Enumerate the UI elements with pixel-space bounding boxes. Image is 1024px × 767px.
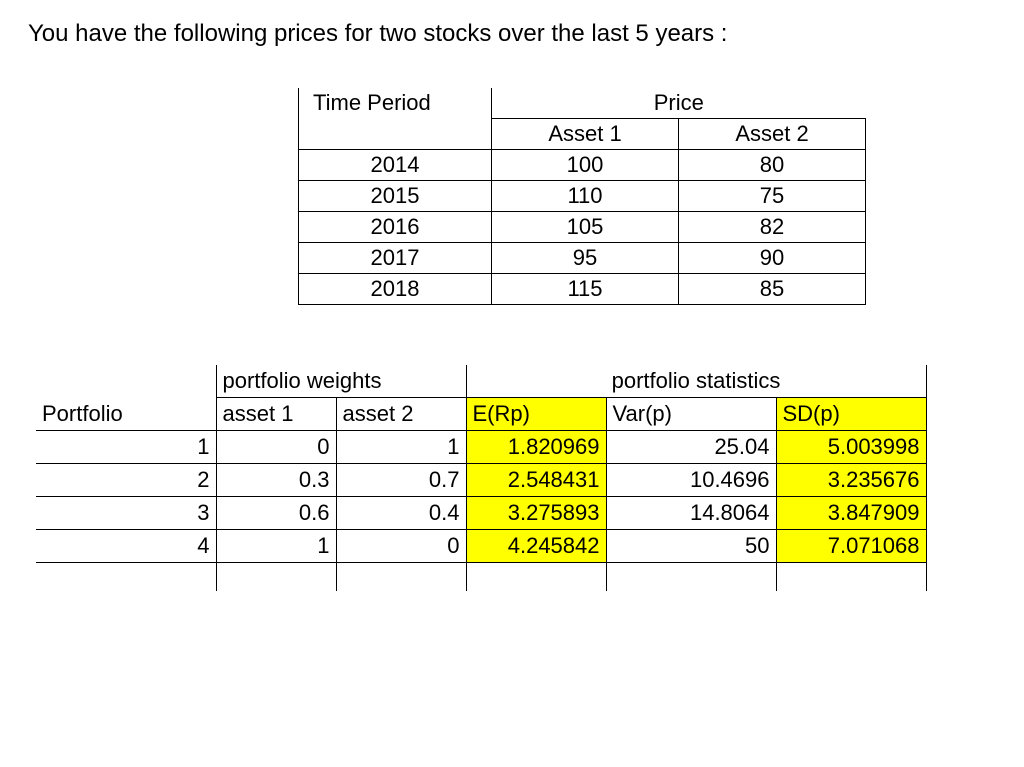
portfolio-cell-id: 2 <box>36 464 216 497</box>
blank-cell <box>216 563 336 591</box>
table-row: 2 0.3 0.7 2.548431 10.4696 3.235676 <box>36 464 926 497</box>
price-cell-period: 2014 <box>299 150 492 181</box>
blank-cell <box>336 563 466 591</box>
blank-cell <box>776 563 926 591</box>
price-cell-period: 2017 <box>299 243 492 274</box>
blank-cell <box>36 563 216 591</box>
price-header-time-period: Time Period <box>299 88 492 150</box>
price-header-asset1: Asset 1 <box>492 119 679 150</box>
price-table-wrapper: Time Period Price Asset 1 Asset 2 2014 1… <box>298 88 996 305</box>
price-cell-period: 2015 <box>299 181 492 212</box>
portfolio-header-erp: E(Rp) <box>466 398 606 431</box>
portfolio-header-portfolio: Portfolio <box>36 398 216 431</box>
portfolio-cell-id: 3 <box>36 497 216 530</box>
blank-cell <box>36 365 216 398</box>
portfolio-cell-var: 25.04 <box>606 431 776 464</box>
portfolio-header-var: Var(p) <box>606 398 776 431</box>
portfolio-table-wrapper: portfolio weights portfolio statistics P… <box>36 365 996 591</box>
portfolio-cell-erp: 3.275893 <box>466 497 606 530</box>
portfolio-cell-var: 10.4696 <box>606 464 776 497</box>
portfolio-table: portfolio weights portfolio statistics P… <box>36 365 927 591</box>
price-cell-asset1: 115 <box>492 274 679 305</box>
price-cell-asset2: 75 <box>679 181 866 212</box>
table-row: 2017 95 90 <box>299 243 866 274</box>
portfolio-header-sd: SD(p) <box>776 398 926 431</box>
table-row: 4 1 0 4.245842 50 7.071068 <box>36 530 926 563</box>
table-row: 3 0.6 0.4 3.275893 14.8064 3.847909 <box>36 497 926 530</box>
price-cell-period: 2016 <box>299 212 492 243</box>
portfolio-header-asset2: asset 2 <box>336 398 466 431</box>
portfolio-cell-erp: 4.245842 <box>466 530 606 563</box>
price-cell-asset1: 100 <box>492 150 679 181</box>
price-cell-asset1: 110 <box>492 181 679 212</box>
portfolio-group-header-row: portfolio weights portfolio statistics <box>36 365 926 398</box>
price-header-asset2: Asset 2 <box>679 119 866 150</box>
table-row: 2018 115 85 <box>299 274 866 305</box>
portfolio-cell-asset2: 0.7 <box>336 464 466 497</box>
portfolio-cell-sd: 7.071068 <box>776 530 926 563</box>
portfolio-cell-asset1: 0.3 <box>216 464 336 497</box>
portfolio-cell-asset2: 1 <box>336 431 466 464</box>
blank-cell <box>606 563 776 591</box>
table-row: 1 0 1 1.820969 25.04 5.003998 <box>36 431 926 464</box>
price-cell-asset2: 82 <box>679 212 866 243</box>
price-cell-asset2: 90 <box>679 243 866 274</box>
table-row: 2015 110 75 <box>299 181 866 212</box>
portfolio-cell-sd: 3.847909 <box>776 497 926 530</box>
portfolio-cell-asset1: 0 <box>216 431 336 464</box>
price-table: Time Period Price Asset 1 Asset 2 2014 1… <box>298 88 866 305</box>
portfolio-group-header-weights: portfolio weights <box>216 365 466 398</box>
portfolio-cell-sd: 5.003998 <box>776 431 926 464</box>
portfolio-header-row: Portfolio asset 1 asset 2 E(Rp) Var(p) S… <box>36 398 926 431</box>
portfolio-cell-var: 50 <box>606 530 776 563</box>
portfolio-cell-var: 14.8064 <box>606 497 776 530</box>
portfolio-cell-erp: 1.820969 <box>466 431 606 464</box>
price-cell-asset2: 85 <box>679 274 866 305</box>
portfolio-header-asset1: asset 1 <box>216 398 336 431</box>
portfolio-cell-id: 1 <box>36 431 216 464</box>
portfolio-cell-sd: 3.235676 <box>776 464 926 497</box>
price-cell-asset1: 105 <box>492 212 679 243</box>
portfolio-trailing-row <box>36 563 926 591</box>
portfolio-cell-id: 4 <box>36 530 216 563</box>
portfolio-cell-asset1: 0.6 <box>216 497 336 530</box>
price-cell-asset2: 80 <box>679 150 866 181</box>
blank-cell <box>466 563 606 591</box>
intro-text: You have the following prices for two st… <box>28 20 996 48</box>
table-row: 2016 105 82 <box>299 212 866 243</box>
portfolio-cell-asset1: 1 <box>216 530 336 563</box>
portfolio-cell-erp: 2.548431 <box>466 464 606 497</box>
price-header-price: Price <box>492 88 866 119</box>
portfolio-cell-asset2: 0 <box>336 530 466 563</box>
price-table-header-row-1: Time Period Price <box>299 88 866 119</box>
price-cell-asset1: 95 <box>492 243 679 274</box>
table-row: 2014 100 80 <box>299 150 866 181</box>
portfolio-group-header-stats: portfolio statistics <box>466 365 926 398</box>
price-cell-period: 2018 <box>299 274 492 305</box>
page: You have the following prices for two st… <box>0 0 1024 611</box>
portfolio-cell-asset2: 0.4 <box>336 497 466 530</box>
